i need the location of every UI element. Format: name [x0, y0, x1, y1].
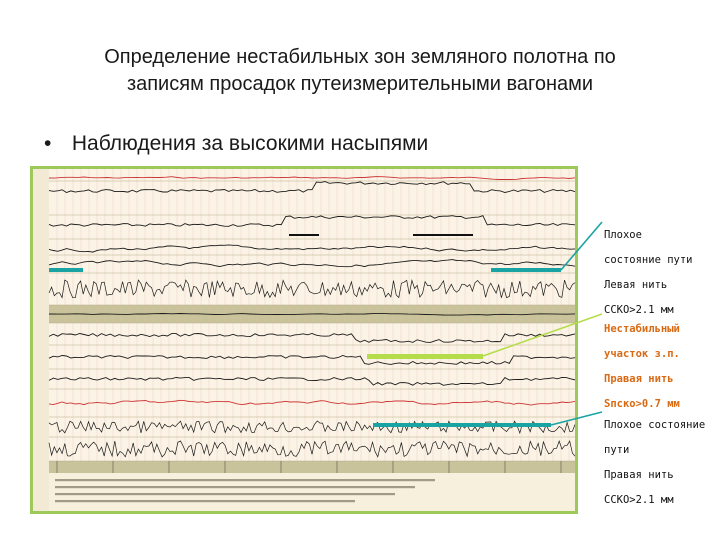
trace-red-right: [48, 399, 575, 406]
title-line-2: записям просадок путеизмерительными ваго…: [126, 73, 594, 95]
annotation-line: Левая нить: [604, 278, 668, 291]
channel-gutter: [33, 169, 49, 511]
trace-subsidence-right-1: [48, 420, 575, 435]
trace-subsidence-right-2: [48, 440, 575, 458]
annotation-unstable-section: Нестабильный участок з.п. Правая нить Sп…: [604, 310, 680, 423]
title-line-1: Определение нестабильных зон земляного п…: [104, 46, 616, 68]
annotation-line: пути: [604, 443, 630, 456]
left-rail-poor-marker-left: [49, 268, 83, 272]
right-rail-poor-marker: [373, 423, 551, 427]
defect-marker: [413, 234, 473, 236]
footer-info-area: [49, 473, 575, 511]
annotation-line: Правая нить: [604, 468, 674, 481]
footer-info-line: [55, 486, 415, 489]
bullet-text: Наблюдения за высокими насыпями: [71, 132, 429, 155]
left-rail-poor-marker-right: [491, 268, 561, 272]
annotation-line: Плохое: [604, 228, 642, 241]
unstable-section-marker: [367, 354, 483, 359]
trace-profile-left: [48, 215, 575, 227]
track-recording-panel: [30, 166, 578, 514]
trace-level-right: [48, 333, 575, 343]
annotation-line: участок з.п.: [604, 347, 680, 360]
trace-subsidence-left: [48, 279, 575, 299]
footer-info-line: [55, 479, 435, 482]
track-recording-chart: [33, 169, 575, 511]
trace-top-reference: [48, 176, 575, 180]
footer-info-line: [55, 493, 395, 496]
annotation-right-rail-poor-state: Плохое состояние пути Правая нить ССКО>2…: [604, 406, 705, 519]
defect-marker: [289, 234, 319, 236]
annotation-line: состояние пути: [604, 253, 693, 266]
scale-band: [49, 461, 575, 473]
annotation-line: Sпско>0.7 мм: [604, 397, 680, 410]
annotation-line: Нестабильный: [604, 322, 680, 335]
annotation-left-rail-poor-state: Плохое состояние пути Левая нить ССКО>2.…: [604, 216, 693, 329]
annotation-line: Плохое состояние: [604, 418, 706, 431]
trace-level-left: [48, 181, 575, 193]
trace-profile-right: [48, 355, 575, 365]
bullet-symbol: •: [44, 132, 52, 155]
footer-info-line: [55, 500, 355, 503]
trace-gauge: [48, 259, 575, 268]
annotation-line: ССКО>2.1 мм: [604, 303, 674, 316]
slide-title: Определение нестабильных зон земляного п…: [40, 44, 680, 98]
bullet-item: • Наблюдения за высокими насыпями: [44, 132, 428, 156]
trace-alignment-right: [48, 377, 575, 386]
annotation-line: Правая нить: [604, 372, 674, 385]
trace-alignment-left: [48, 244, 575, 253]
annotation-line: ССКО>2.1 мм: [604, 493, 674, 506]
